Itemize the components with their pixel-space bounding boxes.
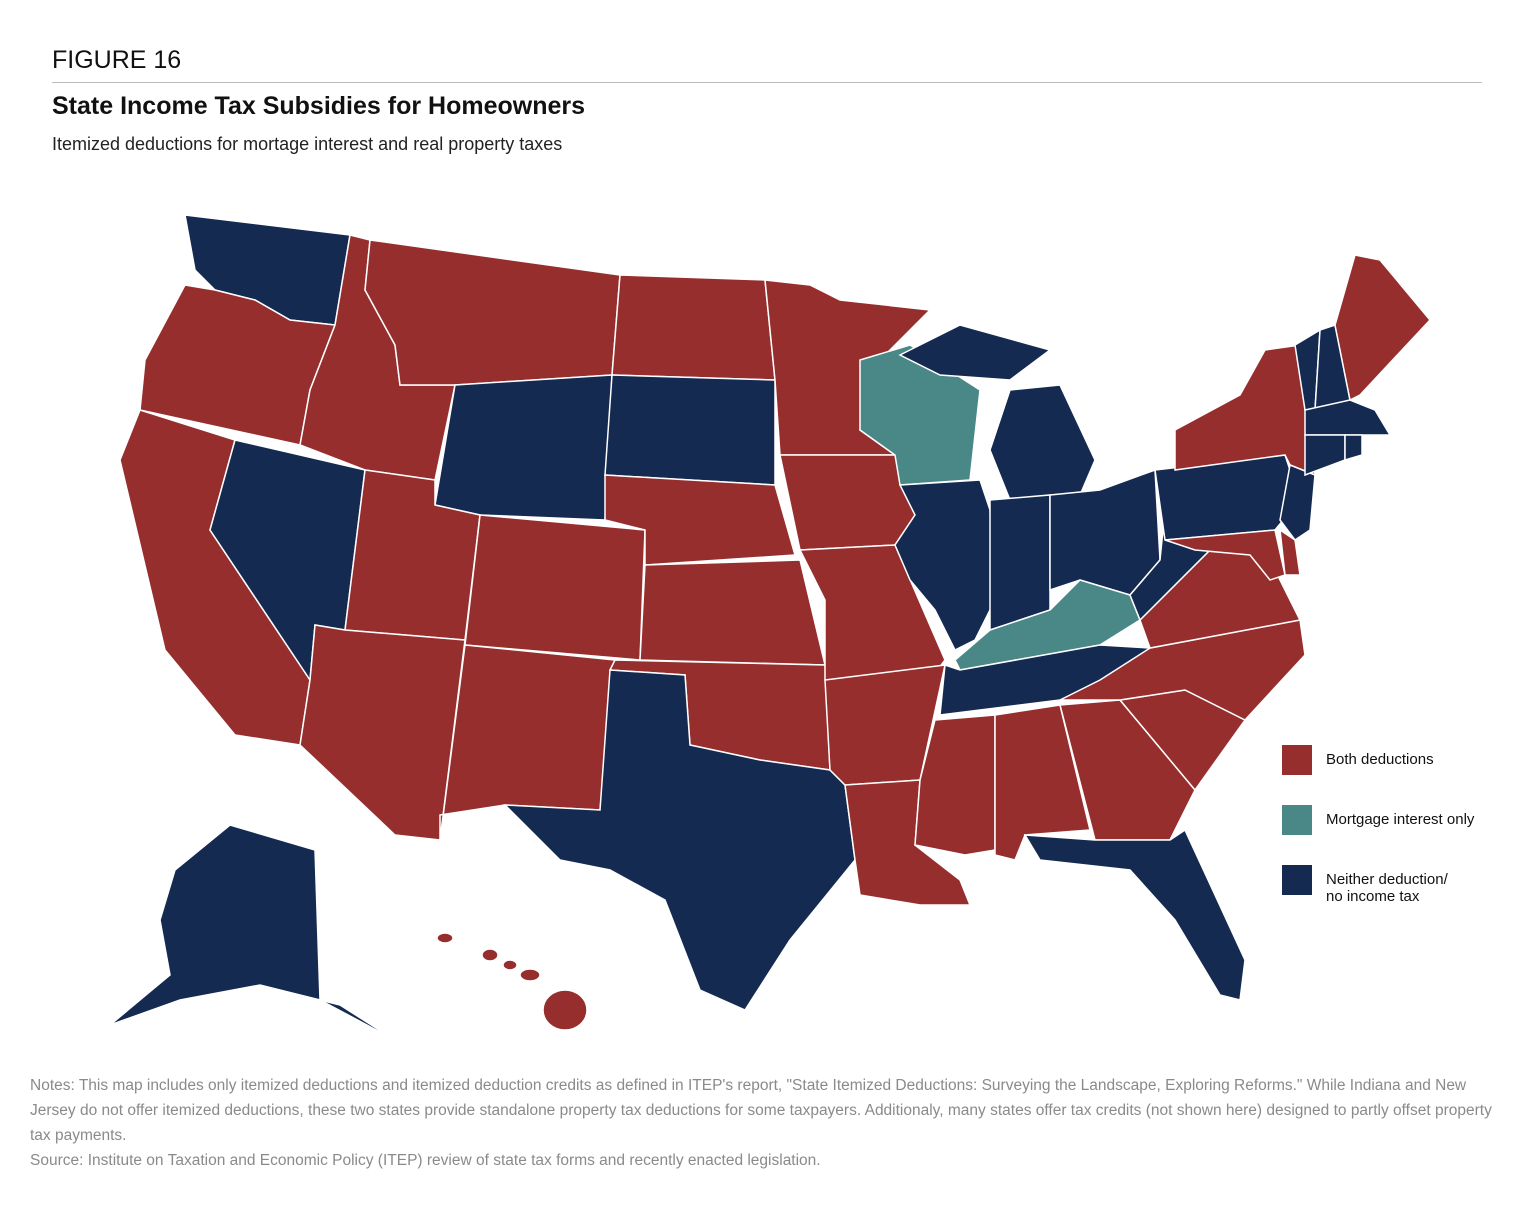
state — [464, 514, 646, 661]
legend-item: Both deductions — [1282, 745, 1474, 805]
state — [611, 274, 776, 381]
state — [299, 624, 466, 841]
legend-label: Neither deduction/ no income tax — [1326, 871, 1448, 905]
state — [503, 669, 856, 1011]
legend-label: Mortgage interest only — [1326, 811, 1475, 828]
state — [434, 374, 613, 521]
state — [1174, 344, 1316, 477]
state — [109, 824, 396, 1041]
legend-swatch — [1282, 745, 1312, 775]
rule — [52, 82, 1482, 83]
state — [639, 559, 826, 666]
figure-label: FIGURE 16 — [52, 46, 182, 74]
legend-item: Neither deduction/ no income tax — [1282, 865, 1474, 925]
state — [1304, 399, 1392, 436]
notes: Notes: This map includes only itemized d… — [30, 1077, 1492, 1144]
state — [1304, 434, 1346, 477]
state — [1059, 699, 1196, 841]
state — [1334, 254, 1431, 402]
state — [1279, 528, 1301, 576]
state — [542, 989, 588, 1031]
state — [1023, 828, 1246, 1001]
state — [364, 239, 621, 386]
legend-label: Both deductions — [1326, 751, 1434, 768]
title: State Income Tax Subsidies for Homeowner… — [52, 92, 586, 120]
state — [779, 454, 916, 551]
state — [1344, 434, 1363, 462]
state — [519, 968, 541, 982]
notes-block: Notes: This map includes only itemized d… — [30, 1073, 1510, 1173]
legend-item: Mortgage interest only — [1282, 805, 1474, 865]
state — [436, 932, 454, 944]
state — [898, 324, 1052, 381]
state — [502, 959, 518, 971]
subtitle: Itemized deductions for mortage interest… — [52, 134, 563, 154]
legend-swatch — [1282, 865, 1312, 895]
state — [604, 374, 776, 486]
legend-swatch — [1282, 805, 1312, 835]
state — [894, 479, 996, 652]
state — [1164, 529, 1286, 581]
legend: Both deductions Mortgage interest only Nei… — [1282, 745, 1474, 925]
source: Source: Institute on Taxation and Econom… — [30, 1152, 821, 1169]
state — [989, 494, 1051, 632]
state — [481, 948, 499, 962]
state — [989, 384, 1096, 501]
